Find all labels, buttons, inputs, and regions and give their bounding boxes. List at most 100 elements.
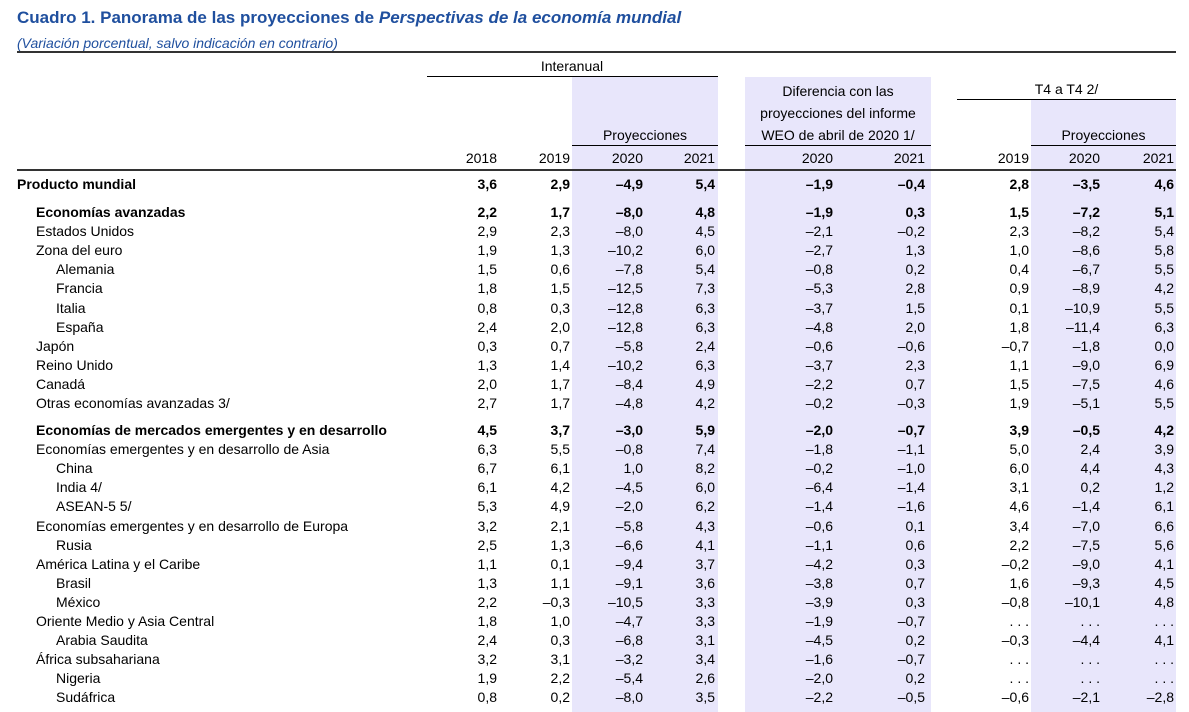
- row-value: 3,6: [695, 574, 715, 591]
- row-label: Canadá: [36, 375, 86, 392]
- row-value: –8,6: [1072, 242, 1100, 259]
- row-value: –0,3: [1001, 632, 1029, 649]
- row-value: –0,3: [542, 593, 570, 610]
- row-value: 1,7: [550, 395, 570, 411]
- header-diferencia: Diferencia con las proyecciones del info…: [745, 80, 931, 146]
- table-row: Arabia Saudita 2,4 0,3 –6,8 3,1 –4,5 0,2 –0,3 –4…: [0, 631, 1189, 650]
- row-value: 3,4: [1009, 517, 1029, 534]
- row-value: 1,5: [477, 261, 497, 278]
- year-header: 2019: [538, 150, 570, 166]
- row-value: 6,3: [695, 299, 715, 316]
- row-value: 1,1: [1009, 356, 1029, 373]
- row-value: . . .: [1154, 670, 1174, 687]
- year-header: 2021: [683, 150, 715, 166]
- row-value: –8,0: [615, 689, 643, 706]
- row-value: 1,0: [1009, 242, 1029, 259]
- row-value: –2,8: [1146, 689, 1174, 706]
- diferencia-rule: [745, 145, 931, 146]
- row-value: 0,2: [1080, 479, 1100, 496]
- row-value: 5,8: [1154, 242, 1174, 259]
- row-value: –1,4: [897, 479, 925, 496]
- row-value: –4,5: [615, 479, 643, 496]
- row-value: –0,2: [805, 460, 833, 477]
- table-row: India 4/6,1 4,2 –4,5 6,0 –6,4 –1,4 3,1 0,2 1,2: [0, 478, 1189, 497]
- row-value: 8,2: [695, 460, 715, 477]
- row-value: . . .: [1009, 651, 1029, 668]
- row-value: 5,4: [695, 176, 715, 192]
- row-value: 6,9: [1154, 356, 1174, 373]
- row-value: 5,5: [1154, 395, 1174, 411]
- row-value: 0,7: [905, 574, 925, 591]
- top-rule: [17, 51, 1176, 53]
- row-value: 2,7: [477, 395, 497, 411]
- row-value: –8,4: [615, 375, 643, 392]
- row-value: 2,0: [550, 318, 570, 335]
- row-value: –1,9: [805, 613, 833, 629]
- row-value: 3,9: [1154, 441, 1174, 458]
- row-value: 0,8: [477, 689, 497, 706]
- row-value: 4,9: [550, 498, 570, 515]
- row-value: 4,8: [695, 204, 715, 220]
- row-value: 0,7: [905, 375, 925, 392]
- row-value: –3,7: [805, 299, 833, 316]
- row-value: 6,0: [695, 479, 715, 496]
- row-value: 1,9: [477, 242, 497, 259]
- row-value: 0,1: [1009, 299, 1029, 316]
- row-value: 1,1: [477, 555, 497, 572]
- row-value: –2,2: [805, 689, 833, 706]
- table-row: América Latina y el Caribe 1,1 0,1 –9,4 3,7 –…: [0, 555, 1189, 574]
- year-header: 2020: [1068, 150, 1100, 166]
- table-row: Alemania 1,5 0,6 –7,8 5,4 –0,8 0,2 0,4 –6,7 5,5: [0, 260, 1189, 279]
- row-value: –0,7: [1001, 337, 1029, 354]
- row-value: –0,8: [615, 441, 643, 458]
- header-t4: T4 a T4 2/: [1034, 81, 1099, 97]
- row-value: . . .: [1080, 651, 1100, 668]
- row-value: –3,5: [1072, 176, 1100, 192]
- row-value: –8,0: [615, 204, 643, 220]
- row-value: –0,8: [1001, 593, 1029, 610]
- row-value: 2,0: [477, 375, 497, 392]
- row-value: –4,4: [1072, 632, 1100, 649]
- row-value: 0,3: [550, 299, 570, 316]
- year-header: 2021: [893, 150, 925, 166]
- row-value: –8,0: [615, 223, 643, 240]
- row-value: 1,9: [1009, 395, 1029, 411]
- table-row: México 2,2 –0,3 –10,5 3,3 –3,9 0,3 –0,8 –10,1 4,8: [0, 593, 1189, 612]
- row-value: –3,9: [805, 593, 833, 610]
- row-value: 2,8: [905, 280, 925, 297]
- row-value: 3,1: [550, 651, 570, 668]
- row-value: –4,7: [615, 613, 643, 629]
- row-value: –1,9: [805, 204, 833, 220]
- row-value: 3,1: [695, 632, 715, 649]
- row-value: 3,3: [695, 593, 715, 610]
- row-value: 4,4: [1080, 460, 1100, 477]
- row-value: 2,3: [905, 356, 925, 373]
- row-value: 7,4: [695, 441, 715, 458]
- year-header: 2021: [1142, 150, 1174, 166]
- row-value: –1,9: [805, 176, 833, 192]
- table-row: ASEAN-5 5/5,3 4,9 –2,0 6,2 –1,4 –1,6 4,6 –1,4 6,…: [0, 497, 1189, 516]
- row-value: 4,2: [1154, 280, 1174, 297]
- row-value: –9,1: [615, 574, 643, 591]
- row-value: –0,2: [805, 395, 833, 411]
- row-value: 0,2: [550, 689, 570, 706]
- row-value: 1,5: [1009, 204, 1029, 220]
- row-value: 1,1: [550, 574, 570, 591]
- row-label: Economías emergentes y en desarrollo de …: [36, 441, 330, 458]
- row-value: –0,2: [1001, 555, 1029, 572]
- row-value: 1,0: [623, 460, 643, 477]
- row-value: 6,2: [695, 498, 715, 515]
- row-value: 1,7: [550, 375, 570, 392]
- row-value: 2,9: [477, 223, 497, 240]
- row-value: 5,4: [1154, 223, 1174, 240]
- row-value: 6,0: [1009, 460, 1029, 477]
- row-value: –9,0: [1072, 356, 1100, 373]
- row-value: –1,1: [897, 441, 925, 458]
- row-value: 1,7: [550, 204, 570, 220]
- row-label: Japón: [36, 337, 75, 354]
- row-value: . . .: [1080, 670, 1100, 687]
- row-label: Alemania: [56, 261, 115, 278]
- row-value: 1,3: [550, 536, 570, 553]
- row-value: 1,8: [477, 613, 497, 629]
